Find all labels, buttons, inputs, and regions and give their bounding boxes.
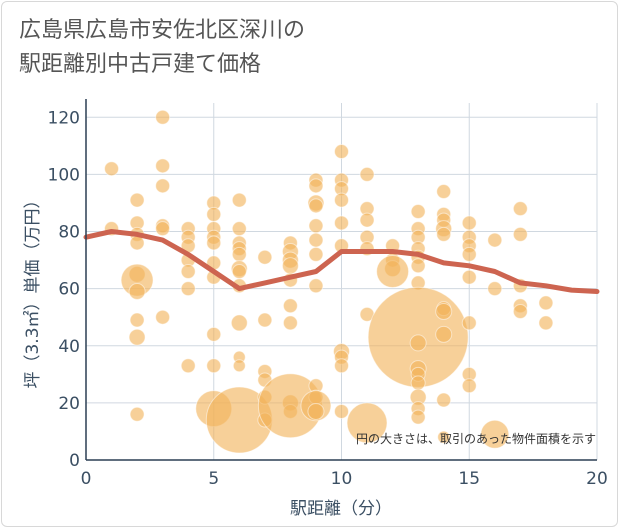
data-bubble (334, 144, 349, 160)
data-bubble (155, 178, 171, 194)
x-tick-label: 5 (208, 469, 219, 489)
data-bubble (282, 298, 298, 314)
data-bubble (257, 249, 273, 265)
data-bubble (334, 215, 349, 231)
data-bubble (461, 315, 477, 331)
y-tick-label: 80 (58, 223, 80, 243)
data-bubble (376, 255, 410, 289)
data-bubble (410, 258, 426, 274)
data-bubble (461, 269, 477, 285)
data-bubble (104, 161, 120, 177)
data-bubble (308, 232, 324, 248)
data-bubble (155, 221, 171, 237)
y-tick-label: 40 (58, 337, 80, 357)
data-bubble (487, 232, 503, 248)
data-bubble (129, 312, 145, 328)
data-bubble (436, 184, 452, 200)
data-bubble (410, 375, 426, 391)
data-bubble (410, 204, 426, 220)
data-bubble (480, 419, 510, 449)
bubble-layer (104, 109, 554, 454)
data-bubble (512, 201, 528, 217)
data-bubble (180, 281, 196, 297)
data-bubble (129, 406, 145, 422)
data-bubble (232, 359, 246, 373)
data-bubble (180, 358, 196, 374)
data-bubble (538, 315, 554, 331)
axes (85, 99, 597, 461)
data-bubble (308, 218, 324, 234)
data-bubble (308, 278, 324, 294)
data-bubble (346, 402, 388, 444)
data-bubble (155, 158, 171, 174)
data-bubble (231, 264, 247, 280)
y-tick-label: 0 (69, 451, 80, 471)
data-bubble (206, 235, 222, 251)
y-tick-label: 20 (58, 394, 80, 414)
data-bubble (435, 325, 453, 343)
data-bubble (180, 264, 196, 280)
data-bubble (128, 282, 146, 300)
chart-title-line2: 駅距離別中古戸建て価格 (19, 52, 262, 77)
data-bubble (206, 358, 222, 374)
data-bubble (487, 281, 503, 297)
data-bubble (435, 302, 453, 320)
data-bubble (231, 246, 247, 262)
data-bubble (334, 358, 349, 374)
data-bubble (155, 109, 171, 125)
data-bubble (128, 328, 146, 346)
data-bubble (281, 257, 299, 275)
x-tick-label: 20 (586, 469, 608, 489)
data-bubble (461, 215, 477, 231)
data-bubble (308, 178, 324, 194)
data-bubble (206, 326, 222, 342)
data-bubble (282, 315, 298, 331)
chart-title: 広島県広島市安佐北区深川の 駅距離別中古戸建て価格 (19, 14, 305, 82)
data-bubble (308, 198, 324, 214)
data-bubble (461, 378, 477, 394)
y-tick-label: 60 (58, 280, 80, 300)
data-bubble (231, 221, 247, 237)
data-bubble (129, 192, 145, 208)
data-bubble (206, 206, 222, 222)
trend-line (83, 229, 600, 294)
size-annotation: 円の大きさは、取引のあった物件面積を示す (356, 431, 596, 446)
data-bubble (437, 430, 451, 444)
data-bubble (409, 334, 427, 352)
y-tick-label: 120 (48, 108, 80, 128)
data-bubble (334, 403, 349, 419)
data-bubble (155, 309, 171, 325)
data-bubble (461, 246, 477, 262)
data-bubble (334, 192, 349, 208)
data-bubble (512, 303, 528, 319)
x-axis-label: 駅距離（分） (290, 499, 392, 519)
chart-title-line1: 広島県広島市安佐北区深川の (19, 18, 306, 43)
data-bubble (307, 402, 325, 420)
data-bubble (538, 295, 554, 311)
x-tick-label: 15 (458, 469, 480, 489)
data-bubble (512, 226, 528, 242)
data-bubble (410, 409, 426, 425)
data-bubble (230, 314, 248, 332)
data-bubble (257, 312, 273, 328)
data-bubble (436, 392, 452, 408)
data-bubble (436, 226, 452, 242)
y-axis-label: 坪（3.3㎡）単価（万円） (23, 191, 43, 388)
x-tick-label: 0 (81, 469, 92, 489)
data-bubble (359, 212, 375, 228)
tick-labels: 0 5 10 15 20 0 20 40 60 80 100 120 (48, 108, 608, 489)
data-bubble (308, 246, 324, 262)
y-tick-label: 100 (48, 165, 80, 185)
data-bubble (231, 192, 247, 208)
data-bubble (359, 166, 375, 182)
x-tick-label: 10 (331, 469, 353, 489)
